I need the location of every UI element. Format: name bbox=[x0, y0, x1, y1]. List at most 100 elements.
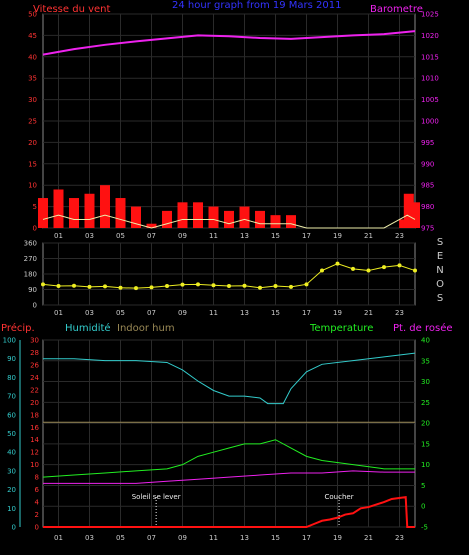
y-left-tick-label: 0 bbox=[33, 225, 37, 233]
y-right-tick-label: 985 bbox=[421, 182, 434, 190]
y-left-tick-label: 20 bbox=[28, 139, 37, 147]
wind-gust-bar bbox=[255, 210, 265, 228]
wind-barometer-panel: 0510152025303540455097598098599099510001… bbox=[28, 11, 439, 241]
y-humidity-tick-label: 10 bbox=[7, 505, 16, 513]
x-tick-label: 19 bbox=[333, 232, 342, 240]
x-tick-label: 03 bbox=[85, 534, 94, 542]
y-precip-tick-label: 4 bbox=[35, 499, 40, 507]
x-tick-label: 21 bbox=[364, 534, 373, 542]
x-tick-label: 01 bbox=[54, 232, 63, 240]
x-tick-label: 15 bbox=[271, 534, 280, 542]
y-left-tick-label: 25 bbox=[28, 118, 37, 126]
wind-speed-label: Vitesse du vent bbox=[33, 4, 110, 15]
x-tick-label: 15 bbox=[271, 232, 280, 240]
x-tick-label: 03 bbox=[85, 309, 94, 317]
compass-letter: O bbox=[436, 279, 444, 290]
y-precip-tick-label: 12 bbox=[30, 449, 39, 457]
y-left-tick-label: 10 bbox=[28, 182, 37, 190]
wind-speed-line bbox=[42, 214, 416, 229]
y-right-tick-label: 20 bbox=[421, 420, 430, 428]
x-tick-label: 05 bbox=[116, 309, 125, 317]
y-humidity-tick-label: 30 bbox=[7, 467, 16, 475]
y-right-tick-label: 1020 bbox=[421, 32, 439, 40]
x-tick-label: 07 bbox=[147, 534, 156, 542]
wind-gust-bar bbox=[286, 215, 296, 228]
y-precip-tick-label: 10 bbox=[30, 461, 39, 469]
wind-gust-bar bbox=[410, 202, 420, 228]
wind-gust-bar bbox=[115, 198, 126, 228]
chart-title: 24 hour graph from 19 Mars 2011 bbox=[172, 0, 342, 11]
y-right-tick-label: 1000 bbox=[421, 118, 439, 126]
legend-dewpoint: Pt. de rosée bbox=[393, 322, 453, 334]
y-right-tick-label: 0 bbox=[421, 503, 425, 511]
y-right-tick-label: 10 bbox=[421, 461, 430, 469]
x-tick-label: 15 bbox=[271, 309, 280, 317]
y-right-tick-label: 1005 bbox=[421, 96, 439, 104]
y-precip-tick-label: 6 bbox=[35, 486, 40, 494]
x-tick-label: 11 bbox=[209, 534, 218, 542]
y-right-tick-label: 980 bbox=[421, 203, 434, 211]
series-line-temperature bbox=[42, 439, 415, 478]
y-tick-label: 180 bbox=[24, 271, 37, 279]
wind-direction-trace bbox=[42, 263, 416, 289]
legend-temperature: Temperature bbox=[309, 323, 373, 334]
wind-gust-bar bbox=[38, 198, 48, 228]
wind-gust-bar bbox=[239, 206, 250, 228]
wind-gust-bar bbox=[69, 198, 79, 228]
y-precip-tick-label: 26 bbox=[30, 361, 39, 369]
x-tick-label: 13 bbox=[240, 534, 249, 542]
series-line-humidit- bbox=[43, 352, 416, 405]
y-humidity-tick-label: 40 bbox=[7, 449, 16, 457]
y-right-tick-label: 975 bbox=[421, 225, 434, 233]
y-tick-label: 0 bbox=[33, 302, 37, 310]
x-tick-label: 01 bbox=[54, 534, 63, 542]
y-precip-tick-label: 8 bbox=[35, 474, 39, 482]
y-humidity-tick-label: 90 bbox=[7, 355, 16, 363]
y-left-tick-label: 35 bbox=[28, 75, 37, 83]
y-right-tick-label: 1025 bbox=[421, 11, 439, 19]
y-precip-tick-label: 18 bbox=[30, 411, 39, 419]
y-left-tick-label: 5 bbox=[33, 203, 37, 211]
y-tick-label: 360 bbox=[24, 240, 37, 248]
y-tick-label: 90 bbox=[28, 286, 37, 294]
y-precip-tick-label: 22 bbox=[30, 386, 39, 394]
compass-letter: S bbox=[437, 237, 443, 248]
series-line-pt-de-ros-e bbox=[43, 470, 415, 484]
wind-gust-bar bbox=[177, 202, 188, 228]
y-right-tick-label: 15 bbox=[421, 440, 430, 448]
x-tick-label: 11 bbox=[209, 309, 218, 317]
y-precip-tick-label: 30 bbox=[30, 337, 39, 345]
series-line-pr-cip- bbox=[43, 495, 415, 528]
wind-gust-bar bbox=[403, 193, 414, 228]
y-left-tick-label: 30 bbox=[28, 96, 37, 104]
y-precip-tick-label: 28 bbox=[30, 349, 39, 357]
wind-gust-bar bbox=[270, 215, 281, 228]
wind-gust-bar bbox=[131, 206, 141, 228]
y-right-tick-label: 1015 bbox=[421, 53, 439, 61]
x-tick-label: 13 bbox=[240, 309, 249, 317]
x-tick-label: 05 bbox=[116, 232, 125, 240]
y-right-tick-label: 25 bbox=[421, 399, 430, 407]
x-tick-label: 11 bbox=[209, 232, 218, 240]
x-tick-label: 19 bbox=[333, 534, 342, 542]
wind-gust-bar bbox=[224, 210, 234, 228]
x-tick-label: 01 bbox=[54, 309, 63, 317]
y-tick-label: 270 bbox=[24, 255, 37, 263]
y-right-tick-label: 990 bbox=[421, 160, 434, 168]
y-left-tick-label: 45 bbox=[28, 32, 37, 40]
x-tick-label: 21 bbox=[364, 309, 373, 317]
wind-gust-bar bbox=[162, 210, 172, 228]
compass-letter: S bbox=[437, 293, 443, 304]
y-precip-tick-label: 0 bbox=[35, 524, 39, 532]
x-tick-label: 17 bbox=[302, 309, 311, 317]
x-tick-label: 17 bbox=[302, 534, 311, 542]
humidity-temperature-panel: -505101520253035400102030405060708090100… bbox=[3, 337, 430, 543]
x-tick-label: 23 bbox=[395, 309, 404, 317]
marker-label: Coucher bbox=[325, 493, 354, 501]
y-precip-tick-label: 2 bbox=[35, 511, 39, 519]
y-right-tick-label: 35 bbox=[421, 357, 430, 365]
y-precip-tick-label: 14 bbox=[30, 436, 39, 444]
